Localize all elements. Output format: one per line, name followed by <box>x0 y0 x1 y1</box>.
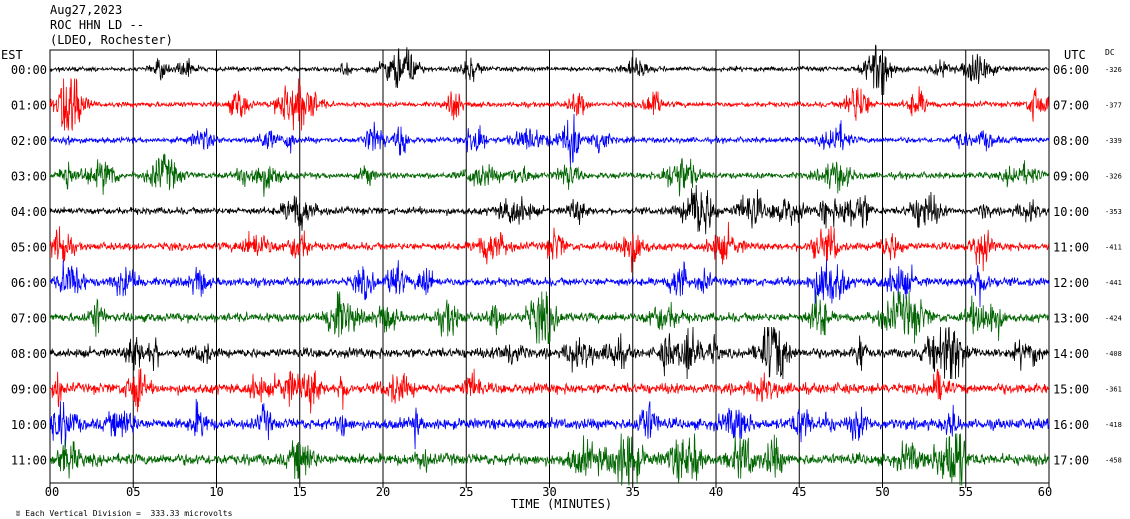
x-tick-label: 50 <box>875 485 889 499</box>
est-hour-label: 02:00 <box>11 134 47 148</box>
dc-offset-label: -418 <box>1105 421 1122 429</box>
x-tick-label: 05 <box>126 485 140 499</box>
seismic-trace <box>49 398 1050 450</box>
utc-hour-label: 09:00 <box>1053 170 1089 184</box>
x-tick-label: 25 <box>459 485 473 499</box>
utc-hour-label: 14:00 <box>1053 347 1089 361</box>
est-hour-label: 11:00 <box>11 454 47 468</box>
x-tick-label: 55 <box>959 485 973 499</box>
est-hour-label: 05:00 <box>11 241 47 255</box>
utc-hour-label: 07:00 <box>1053 99 1089 113</box>
x-tick-label: 30 <box>542 485 556 499</box>
x-tick-label: 45 <box>792 485 806 499</box>
est-hour-label: 06:00 <box>11 276 47 290</box>
x-tick-label: 10 <box>209 485 223 499</box>
dc-offset-label: -411 <box>1105 244 1122 252</box>
utc-hour-label: 17:00 <box>1053 454 1089 468</box>
utc-hour-label: 16:00 <box>1053 418 1089 432</box>
est-hour-label: 01:00 <box>11 99 47 113</box>
est-hour-label: 03:00 <box>11 170 47 184</box>
trace-layer <box>49 44 1050 486</box>
dc-offset-label: -424 <box>1105 315 1122 323</box>
utc-hour-label: 15:00 <box>1053 383 1089 397</box>
grid-layer <box>49 49 1050 488</box>
dc-offset-label: -441 <box>1105 279 1122 287</box>
x-tick-label: 60 <box>1038 485 1052 499</box>
scale-note-text: Each Vertical Division = 333.33 microvol… <box>25 509 233 518</box>
seismic-trace <box>49 368 1050 414</box>
dc-offset-label: -353 <box>1105 208 1122 216</box>
seismic-trace <box>49 259 1050 308</box>
dc-offset-label: -326 <box>1105 66 1122 74</box>
utc-hour-label: 13:00 <box>1053 312 1089 326</box>
seismic-trace <box>49 221 1050 273</box>
x-tick-label: 35 <box>626 485 640 499</box>
seismic-trace <box>49 44 1050 96</box>
est-hour-label: 07:00 <box>11 312 47 326</box>
utc-axis-title: UTC <box>1064 48 1086 62</box>
seismic-trace <box>49 78 1050 131</box>
station-label: ROC HHN LD -- <box>50 18 144 32</box>
utc-hour-label: 12:00 <box>1053 276 1089 290</box>
dc-offset-label: -377 <box>1105 102 1122 110</box>
scale-note-icon: ʬ <box>15 509 26 518</box>
dc-offset-label: -326 <box>1105 173 1122 181</box>
utc-hour-label: 11:00 <box>1053 241 1089 255</box>
label-layer: 00 05 10 15 20 25 30 35 40 45 50 55 60 TIME (MINUTES)… <box>11 63 1122 511</box>
date-label: Aug27,2023 <box>50 3 123 17</box>
x-tick-label: 20 <box>376 485 390 499</box>
seismic-trace <box>49 184 1050 235</box>
est-hour-label: 04:00 <box>11 205 47 219</box>
x-tick-label: 00 <box>45 485 59 499</box>
seismic-trace <box>49 433 1050 486</box>
vertical-scale-note: ʬ Each Vertical Division = 333.33 microv… <box>6 500 233 518</box>
est-hour-label: 00:00 <box>11 63 47 77</box>
dc-offset-label: -408 <box>1105 350 1122 358</box>
dc-offset-label: -361 <box>1105 386 1122 394</box>
utc-hour-label: 10:00 <box>1053 205 1089 219</box>
est-hour-label: 08:00 <box>11 347 47 361</box>
seismic-trace <box>49 113 1050 167</box>
dc-offset-label: -458 <box>1105 457 1122 465</box>
seismic-trace <box>49 153 1050 197</box>
seismic-trace <box>49 326 1050 380</box>
dc-offset-label: -339 <box>1105 137 1122 145</box>
dc-column-title: DC <box>1105 48 1115 57</box>
utc-hour-label: 08:00 <box>1053 134 1089 148</box>
est-hour-label: 10:00 <box>11 418 47 432</box>
network-label: (LDEO, Rochester) <box>50 33 173 47</box>
utc-hour-label: 06:00 <box>1053 63 1089 77</box>
est-axis-title: EST <box>1 48 23 62</box>
est-hour-label: 09:00 <box>11 383 47 397</box>
x-tick-label: 40 <box>709 485 723 499</box>
x-axis-title: TIME (MINUTES) <box>511 497 612 511</box>
x-tick-label: 15 <box>293 485 307 499</box>
seismic-trace <box>49 291 1050 344</box>
